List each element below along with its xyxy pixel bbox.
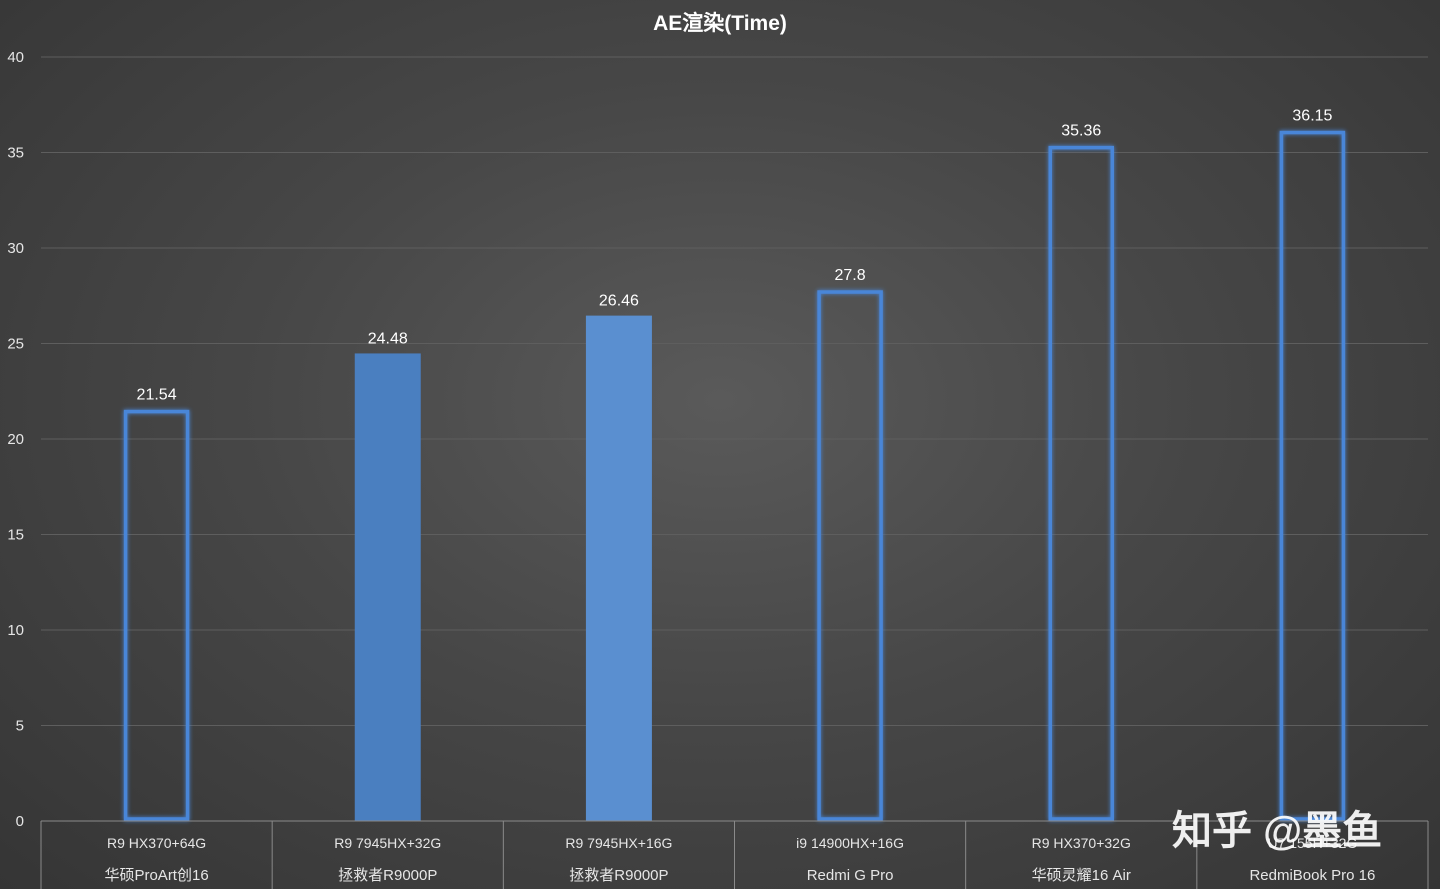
x-tick-label: Redmi G Pro bbox=[807, 867, 894, 884]
y-axis-ticks: 0 5 10 15 20 25 30 35 40 bbox=[7, 49, 24, 830]
data-label: 21.54 bbox=[137, 387, 177, 404]
chart-title: AE渲染(Time) bbox=[653, 11, 787, 35]
x-tick-label: R9 HX370+32G bbox=[1032, 835, 1131, 851]
bar bbox=[1279, 130, 1346, 821]
bar bbox=[1048, 145, 1114, 821]
y-tick-label: 20 bbox=[7, 431, 24, 448]
bar bbox=[354, 353, 421, 821]
x-tick-label: R9 7945HX+32G bbox=[334, 835, 441, 851]
x-tick-label: 拯救者R9000P bbox=[338, 867, 437, 884]
data-label: 35.36 bbox=[1061, 123, 1101, 140]
y-tick-label: 0 bbox=[16, 813, 24, 830]
y-tick-label: 35 bbox=[7, 145, 24, 162]
y-tick-label: 10 bbox=[7, 622, 24, 639]
data-label: 36.15 bbox=[1292, 108, 1332, 125]
y-tick-label: 5 bbox=[16, 718, 24, 735]
y-tick-label: 25 bbox=[7, 336, 24, 353]
watermark-text: 知乎 @墨鱼 bbox=[1172, 809, 1382, 853]
gridlines bbox=[41, 56, 1428, 726]
x-tick-label: RedmiBook Pro 16 bbox=[1249, 867, 1375, 884]
bars bbox=[123, 130, 1346, 821]
y-tick-label: 15 bbox=[7, 527, 24, 544]
bar bbox=[817, 290, 883, 821]
x-tick-label: 拯救者R9000P bbox=[569, 867, 668, 884]
data-label: 24.48 bbox=[368, 330, 408, 347]
y-tick-label: 30 bbox=[7, 240, 24, 257]
x-tick-label: i9 14900HX+16G bbox=[796, 835, 904, 851]
x-tick-label: 华硕ProArt创16 bbox=[104, 867, 208, 884]
bar bbox=[585, 315, 652, 821]
x-tick-label: U7 155H+32G bbox=[1267, 835, 1357, 851]
data-labels: 21.54 24.48 26.46 27.8 35.36 36.15 bbox=[137, 108, 1333, 404]
data-label: 27.8 bbox=[835, 267, 866, 284]
bar bbox=[123, 409, 190, 821]
y-tick-label: 40 bbox=[7, 49, 24, 66]
x-tick-label: 华硕灵耀16 Air bbox=[1032, 867, 1131, 884]
data-label: 26.46 bbox=[599, 293, 639, 310]
x-axis-categories: R9 HX370+64G 华硕ProArt创16 R9 7945HX+32G 拯救者R… bbox=[40, 820, 1429, 889]
x-tick-label: R9 HX370+64G bbox=[107, 835, 206, 851]
x-tick-label: R9 7945HX+16G bbox=[565, 835, 672, 851]
